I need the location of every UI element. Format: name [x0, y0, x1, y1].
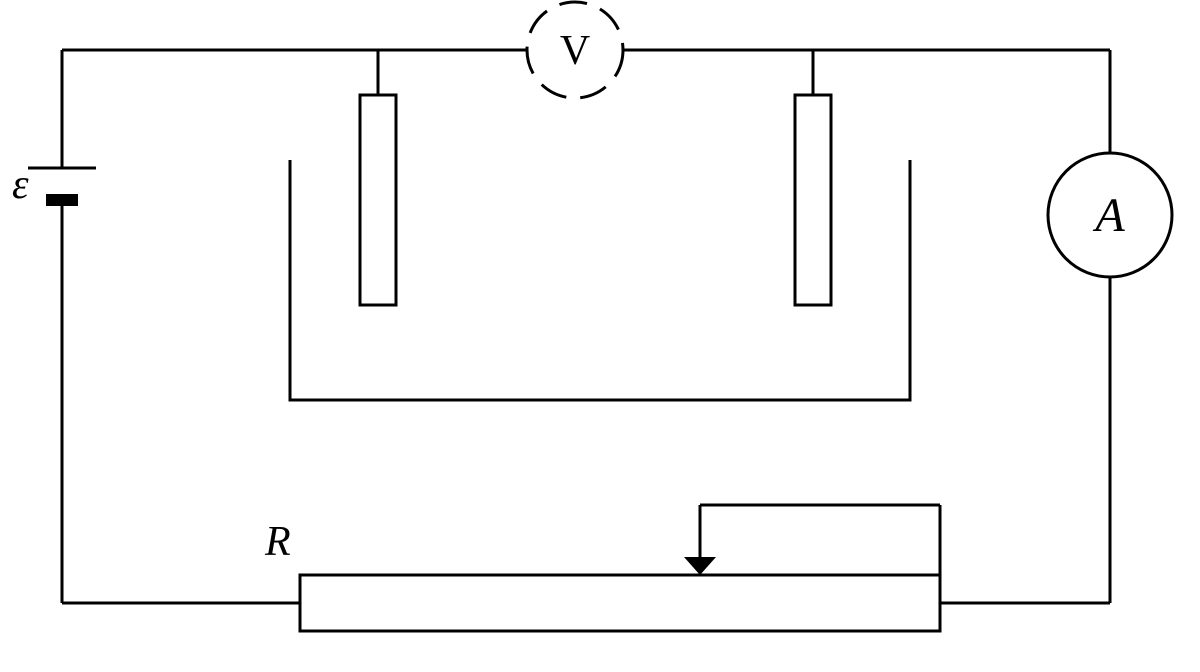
ammeter-label: A	[1092, 189, 1125, 242]
circuit-diagram: ε V A R	[0, 0, 1200, 672]
electrode-right	[795, 95, 831, 305]
resistor-label: R	[264, 519, 291, 565]
rheostat-body	[300, 575, 940, 631]
voltmeter-label: V	[560, 28, 590, 74]
emf-label: ε	[12, 162, 29, 208]
electrode-left	[360, 95, 396, 305]
rheostat-wiper-arrow-icon	[684, 557, 716, 575]
